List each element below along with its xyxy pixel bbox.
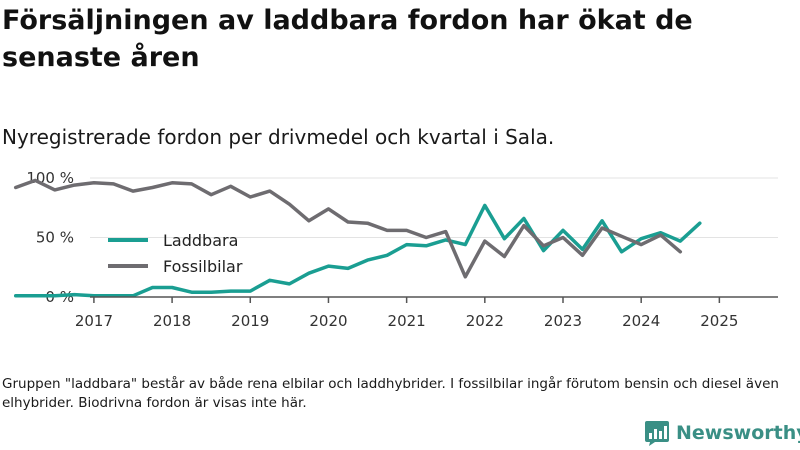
series-line-laddbara xyxy=(13,203,702,298)
series-line-fossilbilar xyxy=(13,178,683,279)
footnote: Gruppen "laddbara" består av både rena e… xyxy=(2,376,779,411)
bar-chart-logo-icon xyxy=(645,421,669,446)
legend-label-laddbara: Laddbara xyxy=(163,231,238,250)
x-tick-label: 2020 xyxy=(309,312,347,330)
logo-text: Newsworthy xyxy=(676,422,800,444)
x-tick-label: 2018 xyxy=(153,312,191,330)
line-chart: 0 %50 %100 % 2017 2018 2019 2020 2021 2022 202… xyxy=(13,169,778,330)
legend[interactable]: Laddbara Fossilbilar xyxy=(108,231,243,276)
x-tick-label: 2024 xyxy=(622,312,660,330)
series-lines xyxy=(13,178,702,298)
x-tick-label: 2023 xyxy=(544,312,582,330)
x-tick-label: 2022 xyxy=(466,312,504,330)
x-tick-label: 2021 xyxy=(388,312,426,330)
gridlines xyxy=(90,177,778,238)
y-tick-label: 50 % xyxy=(36,229,74,247)
x-axis: 2017 2018 2019 2020 2021 2022 2023 2024 2025 xyxy=(75,296,778,330)
x-tick-label: 2025 xyxy=(700,312,738,330)
chart-subtitle: Nyregistrerade fordon per drivmedel och … xyxy=(2,125,555,149)
y-tick-label: 100 % xyxy=(26,169,74,187)
x-tick-label: 2019 xyxy=(231,312,269,330)
legend-label-fossilbilar: Fossilbilar xyxy=(163,257,243,276)
newsworthy-logo[interactable]: Newsworthy xyxy=(644,419,800,447)
chart-title: Försäljningen av laddbara fordon har öka… xyxy=(2,5,693,73)
x-tick-label: 2017 xyxy=(75,312,113,330)
